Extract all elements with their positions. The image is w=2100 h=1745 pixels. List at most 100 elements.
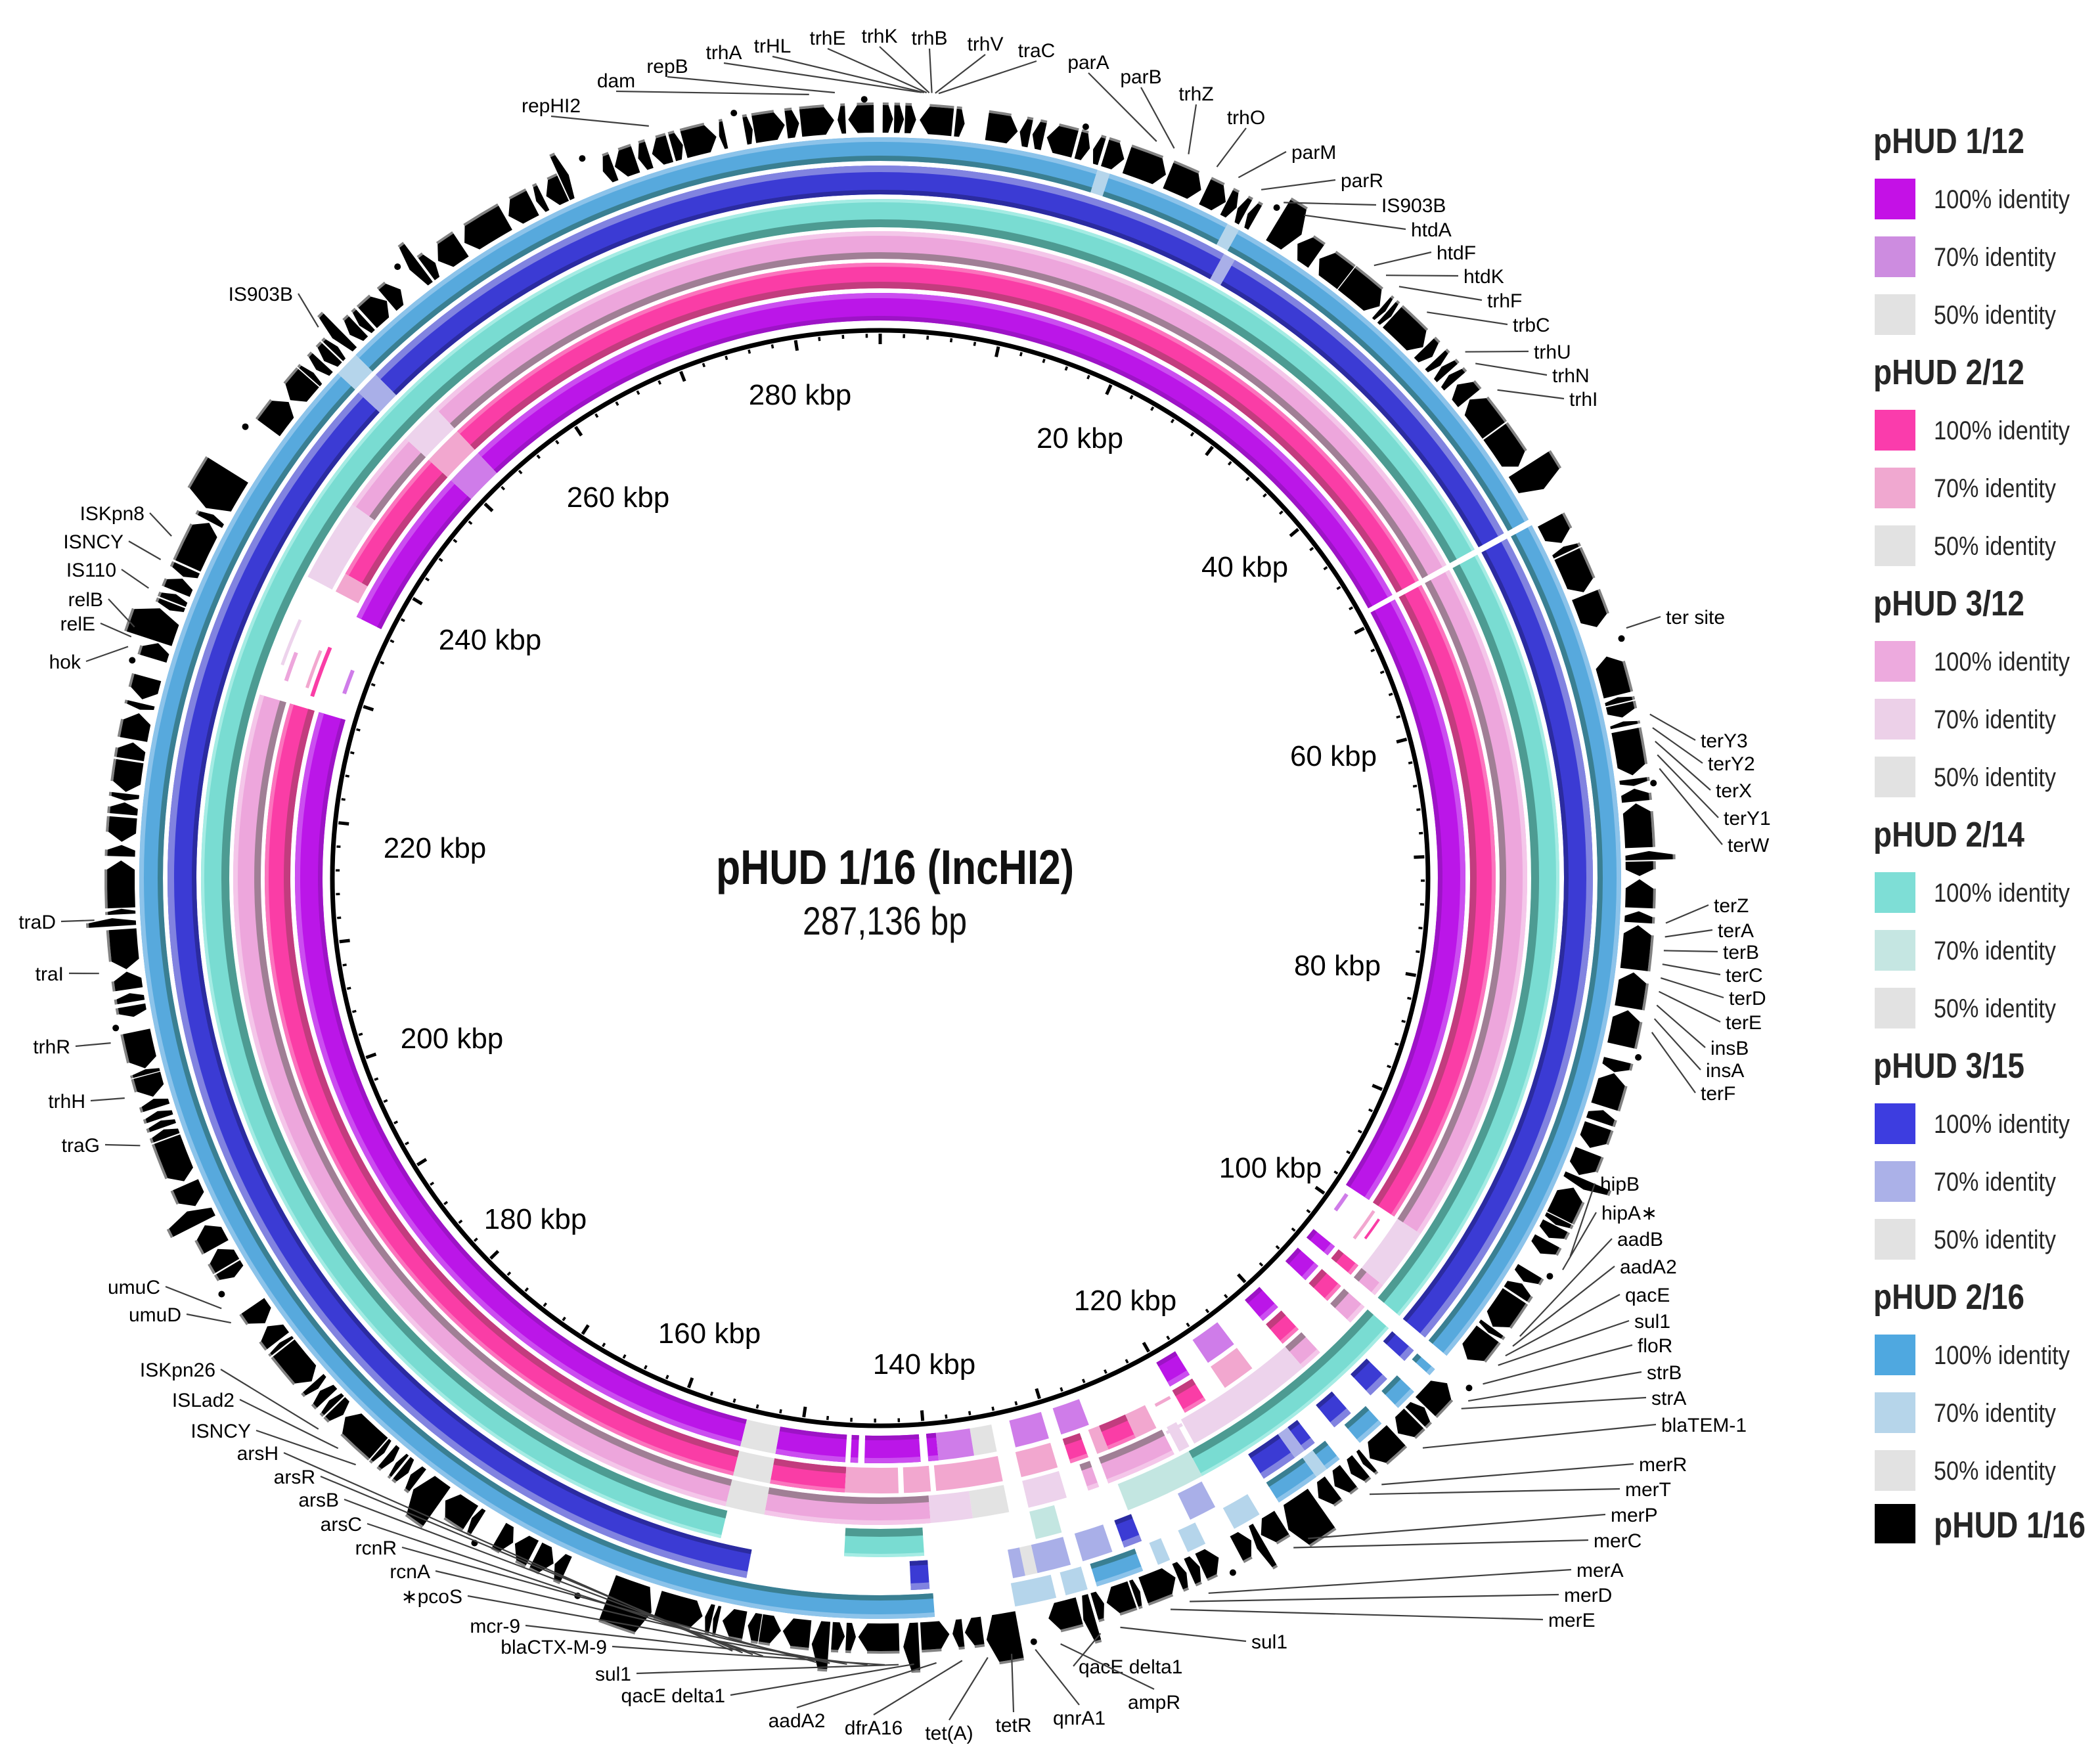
- svg-text:50% identity: 50% identity: [1934, 1226, 2056, 1254]
- svg-text:70% identity: 70% identity: [1934, 937, 2056, 965]
- svg-text:traI: traI: [35, 963, 64, 985]
- svg-text:ampR: ampR: [1128, 1692, 1180, 1713]
- svg-text:floR: floR: [1638, 1335, 1672, 1357]
- svg-text:arsR: arsR: [274, 1467, 315, 1488]
- svg-text:pHUD 2/16: pHUD 2/16: [1873, 1277, 2024, 1317]
- svg-text:terF: terF: [1701, 1083, 1735, 1105]
- svg-text:terE: terE: [1726, 1012, 1762, 1034]
- svg-text:180 kbp: 180 kbp: [484, 1203, 587, 1235]
- svg-text:trhH: trhH: [48, 1091, 85, 1113]
- svg-text:trhV: trhV: [967, 33, 1003, 55]
- svg-text:qacE delta1: qacE delta1: [1079, 1656, 1182, 1678]
- svg-text:trhE: trhE: [809, 28, 845, 49]
- svg-text:trbC: trbC: [1513, 315, 1550, 336]
- svg-text:50% identity: 50% identity: [1934, 532, 2056, 561]
- svg-text:trhI: trhI: [1569, 389, 1597, 410]
- svg-text:traG: traG: [62, 1135, 100, 1157]
- svg-text:trhO: trhO: [1227, 107, 1265, 129]
- svg-text:qacE delta1: qacE delta1: [621, 1685, 725, 1707]
- svg-text:terY3: terY3: [1701, 730, 1748, 752]
- svg-text:pHUD 2/12: pHUD 2/12: [1873, 353, 2024, 392]
- svg-text:dfrA16: dfrA16: [845, 1717, 903, 1739]
- svg-text:merC: merC: [1594, 1530, 1642, 1552]
- svg-text:240 kbp: 240 kbp: [439, 624, 542, 656]
- svg-text:sul1: sul1: [1251, 1631, 1287, 1653]
- svg-text:70% identity: 70% identity: [1934, 474, 2056, 503]
- svg-text:∗pcoS: ∗pcoS: [401, 1586, 462, 1608]
- svg-text:100% identity: 100% identity: [1934, 416, 2070, 445]
- svg-text:200 kbp: 200 kbp: [401, 1023, 504, 1055]
- svg-text:aadA2: aadA2: [1620, 1256, 1677, 1278]
- svg-text:trhA: trhA: [705, 42, 742, 64]
- svg-text:repB: repB: [646, 56, 688, 77]
- svg-text:strB: strB: [1647, 1362, 1682, 1384]
- svg-text:50% identity: 50% identity: [1934, 763, 2056, 792]
- svg-text:160 kbp: 160 kbp: [658, 1317, 761, 1350]
- svg-text:ter site: ter site: [1666, 607, 1725, 629]
- svg-text:parR: parR: [1341, 170, 1383, 192]
- svg-text:ISKpn26: ISKpn26: [140, 1359, 215, 1381]
- svg-text:parM: parM: [1291, 142, 1336, 164]
- svg-text:blaTEM-1: blaTEM-1: [1661, 1415, 1747, 1436]
- svg-text:pHUD 1/16: pHUD 1/16: [1934, 1504, 2086, 1545]
- svg-text:280 kbp: 280 kbp: [749, 379, 852, 411]
- svg-text:pHUD 3/12: pHUD 3/12: [1873, 584, 2024, 623]
- svg-text:merA: merA: [1576, 1560, 1624, 1581]
- svg-text:20 kbp: 20 kbp: [1037, 422, 1123, 454]
- svg-text:terC: terC: [1726, 965, 1763, 986]
- svg-text:pHUD 3/15: pHUD 3/15: [1873, 1046, 2024, 1086]
- svg-text:strA: strA: [1651, 1388, 1686, 1409]
- svg-text:pHUD 2/14: pHUD 2/14: [1873, 815, 2024, 854]
- svg-text:arsH: arsH: [237, 1443, 279, 1465]
- svg-text:100% identity: 100% identity: [1934, 185, 2070, 214]
- svg-text:ISLad2: ISLad2: [172, 1390, 235, 1411]
- svg-text:70% identity: 70% identity: [1934, 1399, 2056, 1428]
- svg-text:blaCTX-M-9: blaCTX-M-9: [501, 1637, 607, 1658]
- svg-text:traD: traD: [18, 912, 56, 933]
- svg-text:parB: parB: [1120, 66, 1161, 88]
- svg-text:aadB: aadB: [1617, 1229, 1663, 1250]
- svg-text:terY1: terY1: [1724, 808, 1771, 829]
- svg-text:tetR: tetR: [995, 1715, 1031, 1736]
- svg-text:hipB: hipB: [1600, 1174, 1640, 1195]
- svg-text:ISNCY: ISNCY: [190, 1421, 251, 1442]
- svg-text:260 kbp: 260 kbp: [567, 481, 670, 514]
- svg-text:220 kbp: 220 kbp: [384, 832, 487, 864]
- svg-text:terD: terD: [1729, 988, 1766, 1009]
- svg-text:60 kbp: 60 kbp: [1290, 740, 1377, 772]
- svg-text:mcr-9: mcr-9: [470, 1616, 520, 1637]
- svg-text:pHUD 1/12: pHUD 1/12: [1873, 121, 2024, 161]
- svg-text:287,136 bp: 287,136 bp: [803, 899, 967, 943]
- svg-text:rcnA: rcnA: [390, 1561, 430, 1583]
- svg-text:htdA: htdA: [1411, 219, 1452, 241]
- svg-text:traC: traC: [1018, 40, 1056, 62]
- svg-text:relE: relE: [60, 613, 95, 635]
- svg-text:pHUD 1/16 (IncHI2): pHUD 1/16 (IncHI2): [716, 840, 1074, 895]
- svg-text:IS903B: IS903B: [1381, 195, 1446, 217]
- svg-text:terA: terA: [1718, 920, 1754, 942]
- svg-text:70% identity: 70% identity: [1934, 705, 2056, 734]
- svg-text:qacE: qacE: [1625, 1285, 1670, 1306]
- svg-text:100% identity: 100% identity: [1934, 648, 2070, 676]
- svg-text:tet(A): tet(A): [925, 1723, 973, 1744]
- svg-text:arsB: arsB: [298, 1490, 339, 1511]
- svg-text:100% identity: 100% identity: [1934, 879, 2070, 908]
- svg-text:trhU: trhU: [1534, 342, 1571, 363]
- svg-text:100% identity: 100% identity: [1934, 1341, 2070, 1370]
- svg-text:umuC: umuC: [108, 1277, 160, 1298]
- svg-text:ISNCY: ISNCY: [63, 531, 123, 553]
- svg-text:trhR: trhR: [33, 1036, 70, 1058]
- svg-text:arsC: arsC: [321, 1514, 362, 1535]
- svg-text:sul1: sul1: [595, 1664, 631, 1685]
- svg-text:IS903B: IS903B: [229, 284, 293, 305]
- svg-text:merP: merP: [1611, 1505, 1658, 1526]
- svg-text:merR: merR: [1639, 1454, 1687, 1476]
- svg-text:70% identity: 70% identity: [1934, 1168, 2056, 1197]
- svg-text:IS110: IS110: [66, 560, 116, 581]
- svg-text:50% identity: 50% identity: [1934, 301, 2056, 330]
- svg-text:parA: parA: [1067, 52, 1109, 74]
- svg-text:htdK: htdK: [1463, 266, 1504, 288]
- svg-text:100% identity: 100% identity: [1934, 1110, 2070, 1139]
- svg-text:merE: merE: [1548, 1610, 1596, 1631]
- svg-text:100 kbp: 100 kbp: [1219, 1152, 1322, 1184]
